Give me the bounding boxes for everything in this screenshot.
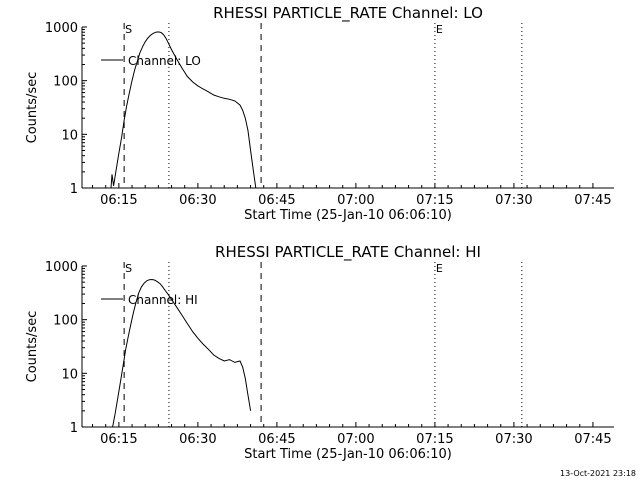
marker-label: E: [436, 262, 443, 275]
x-tick-label: 06:45: [258, 432, 295, 447]
legend-label: Channel: LO: [128, 54, 201, 68]
marker-label: E: [436, 23, 443, 36]
x-tick-label: 06:15: [100, 432, 137, 447]
chart-title: RHESSI PARTICLE_RATE Channel: HI: [215, 243, 481, 262]
x-axis-label: Start Time (25-Jan-10 06:06:10): [244, 447, 452, 462]
marker-label: S: [125, 262, 132, 275]
x-tick-label: 07:00: [337, 432, 374, 447]
y-tick-label: 100: [53, 314, 78, 329]
y-axis-label: Counts/sec: [25, 311, 40, 383]
y-tick-label: 10: [61, 367, 78, 382]
series-line: [110, 31, 257, 189]
y-tick-label: 1000: [45, 260, 78, 275]
x-tick-label: 06:30: [179, 432, 216, 447]
x-tick-label: 06:15: [100, 193, 137, 208]
chart-title: RHESSI PARTICLE_RATE Channel: LO: [213, 4, 483, 23]
y-tick-label: 10: [61, 128, 78, 143]
x-tick-label: 07:15: [416, 432, 453, 447]
x-tick-label: 06:45: [258, 193, 295, 208]
y-tick-label: 1000: [45, 21, 78, 36]
x-tick-label: 07:30: [495, 432, 532, 447]
y-tick-label: 1: [70, 182, 78, 197]
legend-label: Channel: HI: [128, 293, 198, 307]
y-tick-label: 100: [53, 75, 78, 90]
x-tick-label: 07:00: [337, 193, 374, 208]
footer-timestamp: 13-Oct-2021 23:18: [560, 469, 636, 478]
y-tick-label: 1: [70, 421, 78, 436]
x-tick-label: 06:30: [179, 193, 216, 208]
y-axis-label: Counts/sec: [25, 72, 40, 144]
x-axis-label: Start Time (25-Jan-10 06:06:10): [244, 208, 452, 223]
x-tick-label: 07:45: [574, 193, 611, 208]
series-line: [112, 278, 252, 428]
x-tick-label: 07:15: [416, 193, 453, 208]
chart-lo: RHESSI PARTICLE_RATE Channel: LO 1 10 100 10…: [25, 4, 614, 223]
x-tick-label: 07:45: [574, 432, 611, 447]
marker-label: S: [125, 23, 132, 36]
x-tick-label: 07:30: [495, 193, 532, 208]
chart-hi: RHESSI PARTICLE_RATE Channel: HI 1 10 100 10…: [25, 243, 614, 462]
